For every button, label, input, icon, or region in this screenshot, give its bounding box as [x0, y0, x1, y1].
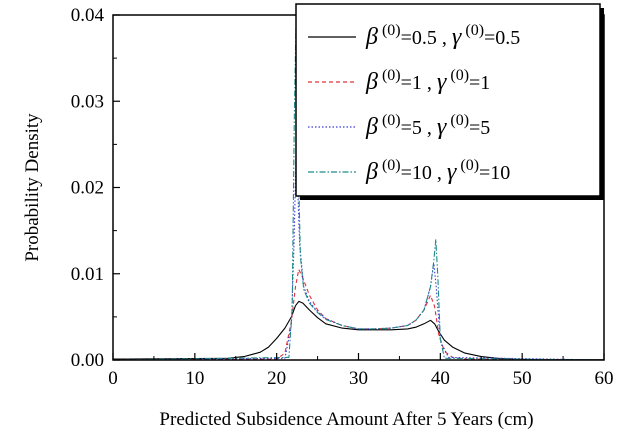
y-tick-label: 0.03 — [71, 91, 104, 112]
x-tick-label: 50 — [513, 368, 532, 389]
axis-ticks — [112, 14, 605, 361]
x-tick-label: 30 — [349, 368, 368, 389]
plot-lines — [112, 27, 605, 361]
x-tick-label: 0 — [108, 368, 118, 389]
y-tick-label: 0.04 — [71, 5, 105, 26]
x-tick-labels: 0 10 20 30 40 50 60 — [108, 368, 613, 389]
legend-box — [295, 3, 601, 197]
x-tick-label: 40 — [431, 368, 450, 389]
y-tick-label: 0.02 — [71, 178, 104, 199]
y-tick-label: 0.01 — [71, 264, 104, 285]
series-line-3 — [112, 143, 605, 361]
y-tick-labels: 0.00 0.01 0.02 0.03 0.04 — [71, 5, 105, 371]
x-axis-label: Predicted Subsidence Amount After 5 Year… — [159, 409, 533, 430]
x-tick-label: 60 — [595, 368, 614, 389]
legend-label-2: β (0)=1 , γ (0)=1 — [365, 67, 490, 95]
legend: β (0)=0.5 , γ (0)=0.5 β (0)=1 , γ (0)=1 β (0)=5… — [295, 3, 604, 200]
legend-label-3: β (0)=5 , γ (0)=5 — [365, 112, 490, 140]
legend-label-4: β (0)=10 , γ (0)=10 — [365, 157, 510, 185]
y-axis-label: Probability Density — [22, 113, 43, 262]
legend-label-1: β (0)=0.5 , γ (0)=0.5 — [365, 22, 520, 50]
series-line-1 — [112, 300, 605, 361]
y-tick-label: 0.00 — [71, 350, 104, 371]
x-tick-label: 20 — [267, 368, 286, 389]
x-tick-label: 10 — [185, 368, 204, 389]
series-line-2 — [112, 268, 605, 361]
